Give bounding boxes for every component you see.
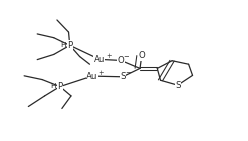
Text: H: H <box>50 83 56 89</box>
Text: −: − <box>124 54 129 60</box>
Text: P: P <box>57 82 62 91</box>
Text: S: S <box>175 81 181 90</box>
Text: +: + <box>106 53 111 59</box>
Text: H: H <box>60 42 65 48</box>
Text: P: P <box>67 41 72 50</box>
Text: Au: Au <box>86 72 98 81</box>
Text: Au: Au <box>94 55 105 64</box>
Text: −: − <box>125 70 131 76</box>
Text: O: O <box>138 51 145 60</box>
Text: +: + <box>98 70 104 76</box>
Text: O: O <box>118 56 124 65</box>
Text: S: S <box>120 72 125 81</box>
